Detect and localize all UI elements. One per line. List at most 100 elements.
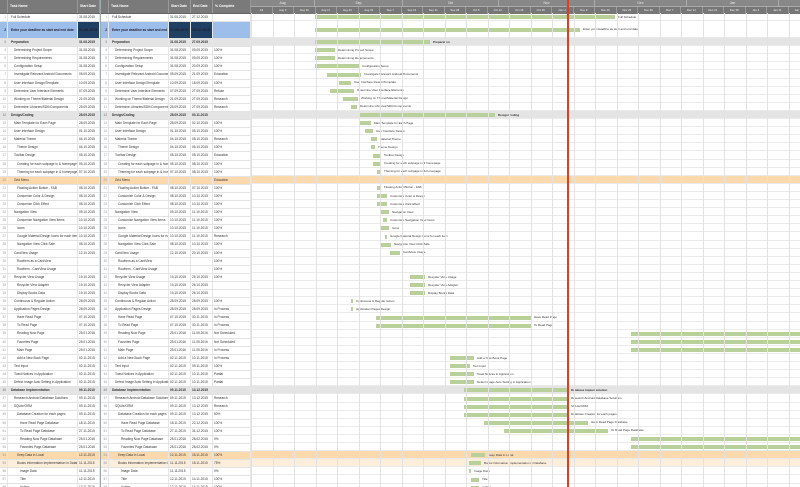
start-date-cell[interactable]: 05.10.2015 xyxy=(169,152,191,160)
task-name-cell[interactable]: Image Data xyxy=(8,468,78,476)
task-name-cell[interactable]: Design/Coding xyxy=(109,111,169,120)
task-row[interactable]: 17 Toolbar Design 05.10.2015 08.10.2015 Educ… xyxy=(101,152,251,161)
start-date-cell[interactable]: 04.10.2015 xyxy=(169,136,191,144)
start-date-cell[interactable] xyxy=(169,265,191,273)
pct-complete-cell[interactable]: Refuse xyxy=(213,87,251,95)
gantt-bar[interactable] xyxy=(359,113,495,118)
task-row[interactable]: 14 User Interface Design 01.10.2015 05.10.2… xyxy=(101,128,251,137)
task-row[interactable]: 23 Customize Click Effect 08.10.2015 xyxy=(0,200,100,210)
task-row[interactable]: 8 User Interface Design/Template 10.09.201… xyxy=(0,79,100,88)
pct-complete-cell[interactable]: 0% xyxy=(213,435,251,443)
task-name-cell[interactable]: Favorites Page xyxy=(109,338,169,346)
task-row[interactable]: 24 Navigation View 09.10.2015 xyxy=(0,209,100,218)
start-date-cell[interactable]: 07.09.2015 xyxy=(169,87,191,95)
start-date-cell[interactable]: 09.10.2015 xyxy=(169,209,191,217)
task-row[interactable]: 29 CardView Usage 12.10.2015 20.10.2015 100% xyxy=(101,249,251,258)
start-date-cell[interactable]: 08.10.2015 xyxy=(78,192,100,200)
task-row[interactable]: 43 Text Input 02.11.2015 09.11.2015 100% xyxy=(101,362,251,371)
task-name-cell[interactable]: Floating Action Button - FAB xyxy=(8,184,78,192)
task-row[interactable]: 38 To Read Page 07.10.2015 30.11.2015 In Pro… xyxy=(101,322,251,331)
pct-complete-cell[interactable]: 100% xyxy=(213,168,251,176)
start-date-cell[interactable]: 09.11.2015 xyxy=(78,387,100,395)
task-name-cell[interactable]: Application Pages Design xyxy=(8,306,78,314)
gantt-bar[interactable] xyxy=(464,396,568,401)
start-date-cell[interactable]: 05.10.2015 xyxy=(169,160,191,168)
task-row[interactable]: 34 Display Books Data 19.10.2015 xyxy=(0,290,100,299)
end-date-cell[interactable]: 14.11.2015 xyxy=(191,476,213,484)
pct-complete-cell[interactable]: 100% xyxy=(213,128,251,136)
task-name-cell[interactable]: Favorites Page Database xyxy=(8,443,78,451)
task-row[interactable]: 43 Text Input 02.11.2015 xyxy=(0,362,100,371)
end-date-header[interactable]: End Date xyxy=(191,0,213,13)
task-name-cell[interactable]: RowItem - CardView Usage xyxy=(8,265,78,273)
task-row[interactable]: 12 Design/Coding 28.09.2015 xyxy=(0,111,100,121)
end-date-cell[interactable]: 03.11.2015 xyxy=(191,111,213,120)
task-row[interactable]: 20 Grid Menu xyxy=(0,176,100,185)
start-date-cell[interactable]: 31.08.2015 xyxy=(169,47,191,55)
pct-complete-cell[interactable] xyxy=(213,22,251,39)
pct-complete-cell[interactable]: 100% xyxy=(213,476,251,484)
gantt-bar[interactable] xyxy=(450,372,474,377)
task-name-cell[interactable]: Icons xyxy=(109,225,169,233)
gantt-bar[interactable] xyxy=(450,356,474,361)
task-name-cell[interactable]: Configuration Setup xyxy=(8,63,78,71)
task-row[interactable]: 1 Full Schedule 31.08.2015 27.12.2015 xyxy=(101,14,251,23)
pct-complete-header[interactable]: % Complete xyxy=(213,0,251,13)
task-name-cell[interactable]: To Read Page xyxy=(109,322,169,330)
task-name-cell[interactable]: Investigate Relevant Android Documents xyxy=(109,71,169,79)
end-date-cell[interactable]: 08.10.2015 xyxy=(191,152,213,160)
start-date-cell[interactable]: 31.08.2015 xyxy=(169,39,191,47)
pct-complete-cell[interactable]: Partial xyxy=(213,379,251,387)
end-date-cell[interactable]: 10.11.2015 xyxy=(191,370,213,379)
gantt-bar[interactable] xyxy=(315,27,580,32)
start-date-cell[interactable] xyxy=(78,176,100,184)
pct-complete-cell[interactable]: 100% xyxy=(213,144,251,152)
task-row[interactable]: 16 Theme Design 04.10.2015 xyxy=(0,144,100,153)
gantt-bar[interactable] xyxy=(410,291,425,296)
task-row[interactable]: 31 RowItem - CardView Usage xyxy=(0,265,100,274)
pct-complete-cell[interactable]: 100% xyxy=(213,184,251,192)
task-row[interactable]: 48 SQLite/ORM 09.11.2015 13.12.2015 Research xyxy=(101,403,251,412)
end-date-cell[interactable]: 27.09.2015 xyxy=(191,95,213,103)
task-name-cell[interactable]: Navigation View Click Sale xyxy=(109,241,169,249)
task-name-cell[interactable]: Enter your deadline as start and end dat… xyxy=(8,22,78,39)
task-row[interactable]: 7 Investigate Relevant Android Documents 0… xyxy=(0,71,100,80)
start-date-cell[interactable]: 31.08.2015 xyxy=(78,39,100,47)
end-date-cell[interactable]: 13.12.2015 xyxy=(191,403,213,411)
pct-complete-cell[interactable]: 100% xyxy=(213,225,251,233)
gantt-bar[interactable] xyxy=(327,72,361,77)
task-name-cell[interactable]: Text Input xyxy=(109,362,169,370)
start-date-cell[interactable]: 28.09.2015 xyxy=(78,120,100,128)
gantt-bar[interactable] xyxy=(450,380,474,385)
task-name-cell[interactable]: Main Template for Each Page xyxy=(8,120,78,128)
task-name-cell[interactable]: User Interface Design/Template xyxy=(8,79,78,87)
task-name-cell[interactable]: User Interface Design/Template xyxy=(109,79,169,87)
gantt-bar[interactable] xyxy=(464,412,568,417)
task-name-cell[interactable]: Add a New Book Page xyxy=(8,354,78,362)
task-name-cell[interactable]: Full Schedule xyxy=(8,14,78,22)
pct-complete-cell[interactable]: 100% xyxy=(213,217,251,225)
pct-complete-cell[interactable]: Education xyxy=(213,152,251,160)
end-date-cell[interactable]: 11.10.2015 xyxy=(191,209,213,217)
pct-complete-cell[interactable] xyxy=(213,14,251,22)
gantt-bar[interactable] xyxy=(330,88,354,93)
end-date-cell[interactable]: 11.05.2016 xyxy=(191,338,213,346)
start-date-cell[interactable]: 10.10.2015 xyxy=(169,217,191,225)
task-name-cell[interactable]: CardView Usage xyxy=(109,249,169,257)
end-date-cell[interactable]: 13.12.2015 xyxy=(191,411,213,419)
pct-complete-cell[interactable]: 100% xyxy=(213,298,251,306)
pct-complete-cell[interactable]: 100% xyxy=(213,120,251,128)
task-name-cell[interactable]: Research Android Database Solutions xyxy=(109,395,169,403)
task-row[interactable]: 13 Main Template for Each Page 28.09.2015 xyxy=(0,120,100,129)
pct-complete-cell[interactable]: 0% xyxy=(213,468,251,476)
start-date-cell[interactable]: 10.10.2015 xyxy=(169,233,191,241)
pct-complete-cell[interactable]: 100% xyxy=(213,362,251,370)
gantt-bar[interactable] xyxy=(504,428,608,433)
start-date-cell[interactable]: 05.09.2015 xyxy=(78,71,100,79)
start-date-cell[interactable]: 31.08.2015 xyxy=(169,55,191,63)
